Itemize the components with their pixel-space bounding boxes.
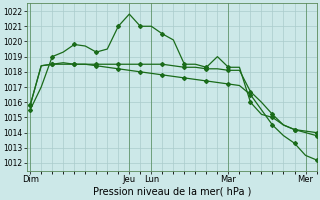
- X-axis label: Pression niveau de la mer( hPa ): Pression niveau de la mer( hPa ): [92, 187, 251, 197]
